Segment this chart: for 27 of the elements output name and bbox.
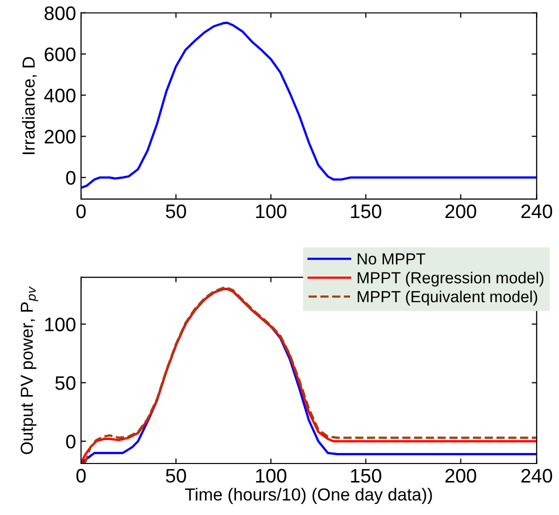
y-tick-label: 800 bbox=[44, 6, 76, 20]
y-tick-label: 400 bbox=[44, 88, 76, 102]
x-tick-label: 150 bbox=[351, 468, 382, 483]
x-tick-label: 0 bbox=[76, 468, 86, 483]
y-tick-label: 0 bbox=[66, 434, 76, 448]
x-tick-label: 100 bbox=[256, 204, 286, 218]
x-tick-label: 240 bbox=[521, 204, 552, 218]
x-tick-label: 200 bbox=[445, 468, 476, 483]
x-tick-label: 240 bbox=[521, 468, 552, 483]
x-tick-label: 0 bbox=[76, 204, 86, 218]
y-axis-title: Irradiance, D bbox=[22, 57, 37, 154]
x-tick-label: 150 bbox=[351, 204, 382, 218]
legend-label: No MPPT bbox=[358, 253, 426, 265]
y-axis-title: Output PV power, P$_{pv}$ bbox=[20, 286, 38, 454]
x-tick-label: 200 bbox=[445, 204, 476, 218]
y-tick-label: 200 bbox=[44, 130, 76, 144]
y-tick-label: 0 bbox=[66, 170, 76, 185]
y-tick-label: 600 bbox=[44, 47, 76, 62]
y-tick-label: 50 bbox=[55, 376, 76, 390]
legend-label: MPPT (Regression model) bbox=[358, 272, 544, 287]
y-tick-label: 100 bbox=[45, 318, 76, 332]
x-tick-label: 50 bbox=[166, 468, 186, 483]
x-tick-label: 50 bbox=[166, 204, 186, 218]
line-series bbox=[81, 22, 537, 189]
legend-label: MPPT (Equivalent model) bbox=[358, 290, 538, 306]
x-axis-title: Time (hours/10) (One day data)) bbox=[185, 488, 432, 504]
x-tick-label: 100 bbox=[256, 468, 286, 483]
